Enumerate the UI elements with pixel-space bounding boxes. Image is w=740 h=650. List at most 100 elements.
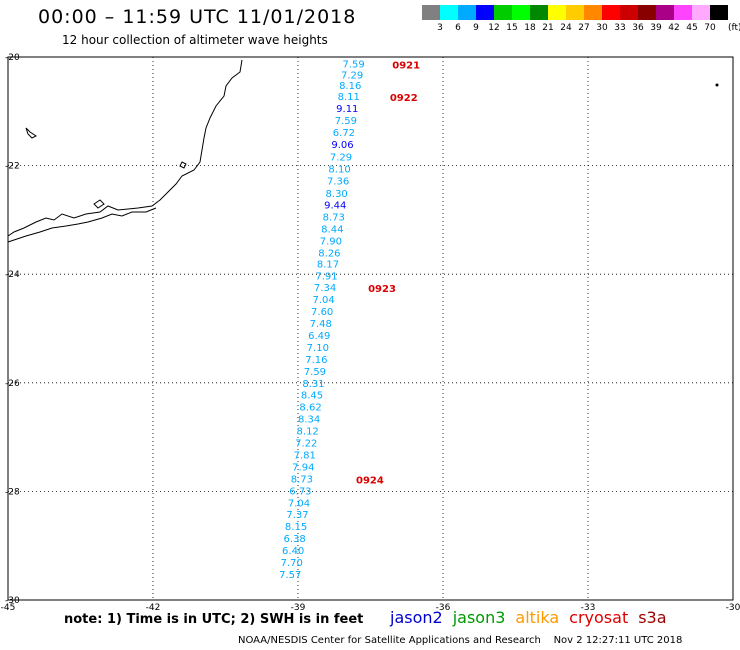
time-label: 0922 bbox=[390, 93, 418, 104]
island-north bbox=[25, 127, 37, 139]
lon-tick-label: -45 bbox=[1, 603, 16, 613]
satellite-cryosat: cryosat bbox=[569, 608, 629, 627]
scale-swatch bbox=[674, 5, 692, 20]
wave-height-value: 7.70 bbox=[281, 558, 303, 569]
scale-label: 70 bbox=[704, 23, 716, 33]
coastline bbox=[7, 59, 719, 243]
scale-swatch bbox=[584, 5, 602, 20]
wave-height-value: 7.91 bbox=[315, 271, 337, 282]
scale-label: 9 bbox=[473, 23, 479, 33]
lat-tick-label: -30 bbox=[5, 596, 20, 606]
lon-tick-label: -36 bbox=[436, 603, 451, 613]
wave-height-value: 8.16 bbox=[339, 81, 361, 92]
credit-text: NOAA/NESDIS Center for Satellite Applica… bbox=[238, 635, 541, 646]
wave-height-value: 9.44 bbox=[324, 201, 346, 212]
wave-height-value: 7.29 bbox=[330, 152, 352, 163]
lon-tick-label: -39 bbox=[291, 603, 306, 613]
scale-label: 21 bbox=[542, 23, 554, 33]
island-lagoon bbox=[179, 161, 187, 169]
wave-height-value: 7.94 bbox=[292, 462, 314, 473]
island-bay bbox=[93, 199, 105, 209]
scale-label: 27 bbox=[578, 23, 590, 33]
wave-height-value: 8.10 bbox=[328, 164, 350, 175]
wave-height-value: 7.16 bbox=[305, 355, 327, 366]
lat-tick-label: -24 bbox=[5, 270, 20, 280]
satellite-s3a: s3a bbox=[638, 608, 667, 627]
wave-height-value: 9.11 bbox=[336, 104, 358, 115]
wave-height-value: 7.37 bbox=[286, 510, 308, 521]
axis-ticks: -20-22-24-26-28-30-45 -42 -39 -36 -33 -30 bbox=[1, 53, 740, 613]
scale-swatch bbox=[422, 5, 440, 20]
wave-height-value: 7.57 bbox=[279, 570, 301, 581]
wave-height-value: 8.11 bbox=[338, 92, 360, 103]
scale-swatch bbox=[710, 5, 728, 20]
wave-height-value: 9.06 bbox=[331, 140, 353, 151]
wave-height-value: 8.45 bbox=[301, 391, 323, 402]
coastline-bay bbox=[7, 207, 157, 243]
scale-swatch bbox=[440, 5, 458, 20]
scale-swatch bbox=[512, 5, 530, 20]
wave-height-value: 8.12 bbox=[297, 427, 319, 438]
lon-tick-label: -33 bbox=[581, 603, 596, 613]
time-label: 0923 bbox=[368, 284, 396, 295]
scale-label: 12 bbox=[488, 23, 500, 33]
wave-height-value: 6.73 bbox=[289, 486, 311, 497]
scale-swatch bbox=[602, 5, 620, 20]
scale-label: 33 bbox=[614, 23, 626, 33]
scale-swatch bbox=[548, 5, 566, 20]
wave-height-value: 6.49 bbox=[308, 331, 330, 342]
wave-height-value: 6.72 bbox=[333, 128, 355, 139]
scale-label: 30 bbox=[596, 23, 608, 33]
scale-swatch bbox=[476, 5, 494, 20]
satellite-legend: jason2 jason3 altika cryosat s3a bbox=[390, 608, 677, 627]
wave-height-value: 7.04 bbox=[312, 295, 334, 306]
scale-label: 15 bbox=[506, 23, 518, 33]
lat-lon-grid bbox=[8, 57, 733, 600]
scale-label: 6 bbox=[455, 23, 461, 33]
wave-height-value: 7.48 bbox=[310, 319, 332, 330]
brazil-coastline bbox=[7, 59, 243, 237]
map-frame bbox=[7, 56, 734, 601]
lat-tick-label: -26 bbox=[5, 379, 20, 389]
island-east bbox=[715, 83, 719, 87]
scale-label: 42 bbox=[668, 23, 680, 33]
scale-label: 24 bbox=[560, 23, 572, 33]
wave-height-value: 8.44 bbox=[321, 225, 343, 236]
wave-height-value: 8.30 bbox=[326, 189, 348, 200]
wave-height-value: 7.81 bbox=[294, 450, 316, 461]
wave-height-value: 7.29 bbox=[341, 70, 363, 81]
wave-height-value: 7.59 bbox=[335, 116, 357, 127]
scale-label: 18 bbox=[524, 23, 536, 33]
wave-height-value: 7.59 bbox=[342, 60, 364, 71]
scale-swatch bbox=[566, 5, 584, 20]
scale-swatch bbox=[458, 5, 476, 20]
time-label: 0921 bbox=[392, 61, 420, 72]
wave-height-values: 7.597.298.168.119.117.596.729.067.298.10… bbox=[279, 60, 365, 581]
wave-height-value: 7.34 bbox=[314, 283, 336, 294]
lat-tick-label: -20 bbox=[5, 53, 20, 63]
wave-height-value: 8.73 bbox=[323, 213, 345, 224]
scale-label: 3 bbox=[437, 23, 443, 33]
wave-height-value: 7.90 bbox=[320, 237, 342, 248]
wave-height-value: 8.73 bbox=[291, 474, 313, 485]
footer-credit: NOAA/NESDIS Center for Satellite Applica… bbox=[238, 635, 682, 646]
wave-height-value: 7.10 bbox=[307, 343, 329, 354]
wave-height-value: 6.40 bbox=[282, 546, 304, 557]
wave-height-value: 7.60 bbox=[311, 307, 333, 318]
lat-tick-label: -28 bbox=[5, 487, 20, 497]
wave-height-value: 7.59 bbox=[304, 367, 326, 378]
time-labels: 0921 0922 0923 0924 bbox=[356, 61, 420, 487]
lat-tick-label: -22 bbox=[5, 162, 20, 172]
scale-swatch bbox=[530, 5, 548, 20]
scale-unit: (ft) bbox=[728, 23, 740, 33]
scale-label: 39 bbox=[650, 23, 662, 33]
scale-label: 45 bbox=[686, 23, 698, 33]
satellite-jason2: jason2 bbox=[390, 608, 443, 627]
wave-height-value: 8.31 bbox=[302, 379, 324, 390]
lon-tick-label: -42 bbox=[146, 603, 161, 613]
wave-height-value: 7.22 bbox=[295, 439, 317, 450]
wave-height-value: 8.62 bbox=[299, 403, 321, 414]
scale-label: 36 bbox=[632, 23, 644, 33]
wave-height-value: 8.15 bbox=[285, 522, 307, 533]
